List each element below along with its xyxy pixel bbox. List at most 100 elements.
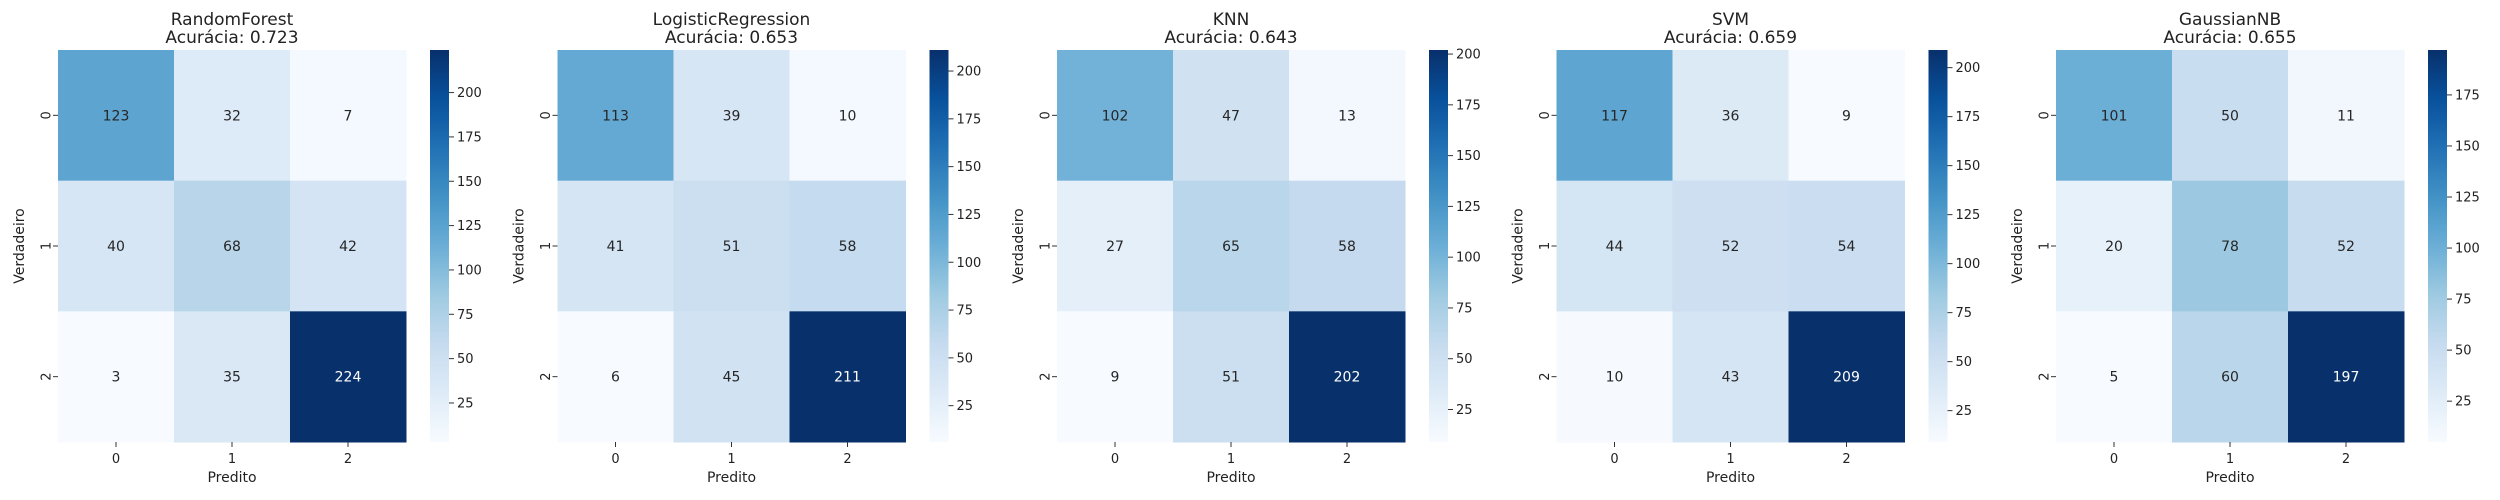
colorbar-tick-label: 200 [1456,48,1481,63]
heatmap-cell [789,50,906,182]
colorbar-tick-label: 25 [957,399,974,414]
cell-value: 58 [839,239,857,255]
cell-value: 13 [1338,108,1356,124]
colorbar-tick-label: 100 [2455,242,2480,257]
cell-value: 20 [2105,239,2123,255]
cell-value: 39 [723,108,741,124]
colorbar-tick-label: 50 [1456,352,1473,367]
cell-value: 52 [2337,239,2355,255]
cell-value: 10 [839,108,857,124]
x-tick-label: 2 [1343,452,1351,467]
heatmap-cell [1672,311,1789,443]
heatmap-cell [2056,311,2173,443]
colorbar-tick-label: 125 [1456,200,1481,215]
x-tick-label: 2 [1842,452,1850,467]
heatmap-cell [174,180,291,312]
colorbar-tick-label: 75 [1956,306,1973,321]
heatmap-cell [174,311,291,443]
x-axis-label: Predito [1206,470,1255,486]
colorbar [430,50,449,442]
colorbar-tick-label: 75 [1456,301,1473,316]
cell-value: 47 [1222,108,1240,124]
cell-value: 113 [602,108,629,124]
y-tick-label: 0 [2038,111,2053,119]
colorbar-tick-label: 100 [957,256,982,271]
cell-value: 3 [112,370,121,386]
cell-value: 36 [1722,108,1740,124]
y-axis-label: Verdadeiro [1511,208,1527,283]
y-tick-label: 1 [1039,242,1054,250]
cell-value: 43 [1722,370,1740,386]
colorbar-tick-label: 100 [1956,257,1981,272]
heatmap-cell [1556,50,1673,182]
x-tick-label: 1 [1726,452,1734,467]
x-tick-label: 0 [2110,452,2118,467]
heatmap-cell [673,180,790,312]
cell-value: 51 [1222,370,1240,386]
x-tick-label: 1 [228,452,236,467]
heatmap-cell [557,50,674,182]
colorbar-tick-label: 175 [1456,98,1481,113]
cell-value: 50 [2221,108,2239,124]
cell-value: 11 [2337,108,2355,124]
heatmap-cell [1289,311,1406,443]
panel-accuracy: Acurácia: 0.643 [1164,28,1297,48]
x-tick-label: 0 [1610,452,1618,467]
colorbar-tick-label: 100 [1456,251,1481,266]
cell-value: 41 [607,239,625,255]
colorbar-tick-label: 150 [457,175,482,190]
y-tick-label: 0 [539,111,554,119]
x-tick-label: 1 [727,452,735,467]
heatmap-cell [1173,180,1290,312]
cell-value: 102 [1102,108,1129,124]
y-tick-label: 0 [1039,111,1054,119]
heatmap-cell [1672,50,1789,182]
x-axis-label: Predito [207,470,256,486]
colorbar-tick-label: 150 [2455,139,2480,154]
cell-value: 101 [2101,108,2128,124]
y-tick-label: 2 [40,373,55,381]
y-tick-label: 1 [2038,242,2053,250]
cell-value: 78 [2221,239,2239,255]
heatmap-cell [58,180,175,312]
heatmap-cell [2288,180,2405,312]
heatmap-cell [2172,50,2289,182]
y-tick-label: 1 [539,242,554,250]
heatmap-cell [1788,180,1905,312]
cell-value: 123 [103,108,130,124]
heatmap-cell [2056,180,2173,312]
cell-value: 68 [223,239,241,255]
heatmap-cell [1672,180,1789,312]
y-axis-label: Verdadeiro [2010,208,2026,283]
y-tick-label: 0 [40,111,55,119]
panel-title: KNN [1213,10,1250,30]
cell-value: 224 [335,370,362,386]
colorbar-tick-label: 150 [957,160,982,175]
heatmap-cell [1057,311,1174,443]
colorbar-tick-label: 150 [1956,159,1981,174]
y-axis-label: Verdadeiro [1011,208,1027,283]
panel-accuracy: Acurácia: 0.723 [165,28,298,48]
cell-value: 42 [339,239,357,255]
colorbar-tick-label: 125 [2455,191,2480,206]
cell-value: 117 [1601,108,1628,124]
panel-title: SVM [1712,10,1749,30]
heatmap-cell [290,180,407,312]
heatmap-cell [1289,50,1406,182]
y-tick-label: 2 [2038,373,2053,381]
colorbar-tick-label: 25 [1956,404,1973,419]
heatmap-cell [174,50,291,182]
cell-value: 197 [2333,370,2360,386]
colorbar [1928,50,1948,442]
cell-value: 60 [2221,370,2239,386]
y-tick-label: 0 [1538,111,1553,119]
x-axis-label: Predito [707,470,756,486]
colorbar-tick-label: 25 [1456,403,1473,418]
colorbar-tick-label: 75 [457,308,474,323]
cell-value: 32 [223,108,241,124]
heatmap-cell [290,50,407,182]
cell-value: 52 [1722,239,1740,255]
colorbar-tick-label: 175 [1956,110,1981,125]
